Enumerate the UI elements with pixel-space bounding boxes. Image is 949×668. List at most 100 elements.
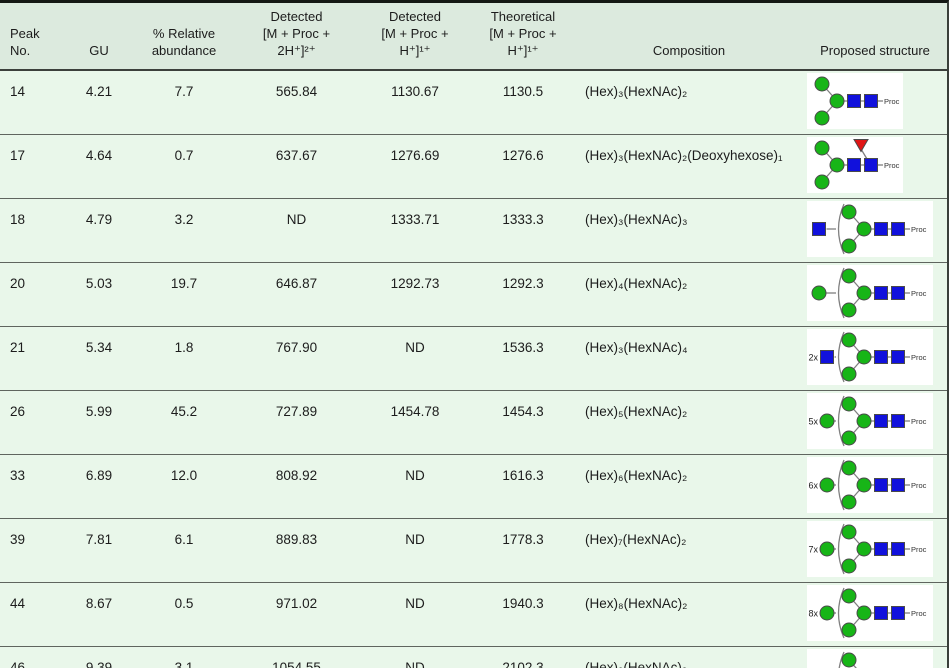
hexose-circle-icon — [856, 541, 872, 557]
unknown-linkage-bracket-icon — [837, 459, 845, 510]
multiplier-label: 2x — [808, 352, 818, 362]
glycan-structure-svg: 2x Proc — [807, 328, 933, 385]
unknown-linkage-bracket-icon — [838, 651, 845, 668]
hexnac-square-icon — [847, 157, 861, 172]
cell-relative-abundance: 7.7 — [134, 69, 234, 135]
cell-relative-abundance: 12.0 — [134, 454, 234, 519]
hexose-circle-icon — [856, 413, 872, 429]
hexnac-square-icon — [864, 93, 878, 108]
cell-peak-no: 44 — [0, 582, 64, 647]
cell-theoretical-1plus: 1333.3 — [471, 198, 575, 263]
hexose-circle-icon — [841, 268, 857, 284]
column-header-composition: Composition — [575, 3, 803, 71]
hexose-circle-icon — [841, 396, 857, 412]
hexose-circle-icon — [841, 622, 857, 638]
cell-relative-abundance: 0.7 — [134, 134, 234, 199]
column-header-peak-no: Peak No. — [0, 3, 64, 71]
cell-theoretical-1plus: 2102.3 — [471, 646, 575, 668]
cell-detected-1plus: 1333.71 — [359, 198, 471, 263]
hexnac-square-icon — [891, 413, 905, 428]
proc-tag-label: Proc — [911, 480, 927, 489]
table-row: 44 8.67 0.5 971.02 ND 1940.3 (Hex)₈(HexN… — [0, 582, 947, 647]
unknown-linkage-bracket-icon — [837, 395, 845, 446]
hexnac-square-icon — [891, 349, 905, 364]
hexose-circle-icon — [841, 558, 857, 574]
cell-composition: (Hex)₄(HexNAc)₂ — [575, 262, 803, 327]
proc-tag-label: Proc — [911, 608, 927, 617]
cell-gu: 6.89 — [64, 454, 134, 519]
hexose-circle-icon — [841, 524, 857, 540]
hexose-circle-icon — [841, 494, 857, 510]
hexose-circle-icon — [841, 652, 857, 668]
glycan-structure: 8x Proc — [807, 584, 933, 644]
hexose-circle-icon — [856, 285, 872, 301]
hexnac-square-icon — [864, 157, 878, 172]
glycan-structure-svg: 9xProc — [807, 648, 933, 668]
cell-gu: 4.79 — [64, 198, 134, 263]
unknown-linkage-bracket-icon — [837, 267, 845, 318]
cell-detected-2plus: 1054.55 — [234, 646, 359, 668]
hexose-circle-icon — [841, 204, 857, 220]
hexnac-square-icon — [891, 605, 905, 620]
cell-theoretical-1plus: 1454.3 — [471, 390, 575, 455]
proc-tag-label: Proc — [911, 416, 927, 425]
cell-composition: (Hex)₅(HexNAc)₂ — [575, 390, 803, 455]
glycan-structure-svg: 5x Proc — [807, 392, 933, 449]
proc-tag-label: Proc — [911, 544, 927, 553]
cell-proposed-structure: 7x Proc — [803, 518, 947, 583]
cell-detected-2plus: 889.83 — [234, 518, 359, 583]
cell-gu: 7.81 — [64, 518, 134, 583]
hexnac-square-icon — [874, 285, 888, 300]
table-row: 17 4.64 0.7 637.67 1276.69 1276.6 (Hex)₃… — [0, 134, 947, 199]
glycan-structure: Proc — [807, 136, 903, 196]
cell-proposed-structure: 2x Proc — [803, 326, 947, 391]
cell-gu: 4.21 — [64, 69, 134, 135]
hexnac-square-icon — [874, 605, 888, 620]
table-row: 18 4.79 3.2 ND 1333.71 1333.3 (Hex)₃(Hex… — [0, 198, 947, 263]
proc-tag-label: Proc — [911, 288, 927, 297]
cell-composition: (Hex)₆(HexNAc)₂ — [575, 454, 803, 519]
hexnac-square-icon — [820, 349, 834, 364]
cell-detected-1plus: 1292.73 — [359, 262, 471, 327]
cell-relative-abundance: 6.1 — [134, 518, 234, 583]
hexnac-square-icon — [847, 93, 861, 108]
cell-peak-no: 39 — [0, 518, 64, 583]
header-row: Peak No. GU % Relative abundance Detecte… — [0, 3, 947, 71]
cell-detected-1plus: ND — [359, 518, 471, 583]
column-header-theoretical-1plus: Theoretical [M + Proc + H⁺]¹⁺ — [471, 3, 575, 71]
hexose-circle-icon — [841, 332, 857, 348]
cell-proposed-structure: Proc — [803, 262, 947, 327]
cell-relative-abundance: 0.5 — [134, 582, 234, 647]
glycan-structure: 5x Proc — [807, 392, 933, 452]
glycan-structure-svg: Proc — [807, 72, 903, 129]
hexose-circle-icon — [819, 477, 835, 493]
hexnac-square-icon — [891, 541, 905, 556]
table-row: 46 9.39 3.1 1054.55 ND 2102.3 (Hex)₉(Hex… — [0, 646, 947, 668]
cell-detected-2plus: 727.89 — [234, 390, 359, 455]
multiplier-label: 5x — [808, 416, 818, 426]
table-row: 39 7.81 6.1 889.83 ND 1778.3 (Hex)₇(HexN… — [0, 518, 947, 583]
hexose-circle-icon — [856, 477, 872, 493]
glycan-structure: 9xProc — [807, 648, 933, 668]
hexose-circle-icon — [829, 93, 845, 109]
column-header-detected-2plus: Detected [M + Proc + 2H⁺]²⁺ — [234, 3, 359, 71]
cell-peak-no: 17 — [0, 134, 64, 199]
hexose-circle-icon — [856, 605, 872, 621]
glycan-structure-svg: Proc — [807, 200, 933, 257]
cell-gu: 9.39 — [64, 646, 134, 668]
glycan-structure-svg: 8x Proc — [807, 584, 933, 641]
hexose-circle-icon — [811, 285, 827, 301]
cell-detected-1plus: 1276.69 — [359, 134, 471, 199]
deoxyhexose-triangle-icon — [853, 138, 869, 153]
hexnac-square-icon — [874, 349, 888, 364]
unknown-linkage-bracket-icon — [837, 203, 845, 254]
cell-relative-abundance: 3.2 — [134, 198, 234, 263]
glycan-structure: Proc — [807, 72, 903, 132]
hexnac-square-icon — [812, 221, 826, 236]
cell-relative-abundance: 3.1 — [134, 646, 234, 668]
hexnac-square-icon — [874, 221, 888, 236]
column-header-gu: GU — [64, 3, 134, 71]
cell-detected-1plus: 1130.67 — [359, 69, 471, 135]
hexose-circle-icon — [841, 460, 857, 476]
unknown-linkage-bracket-icon — [837, 331, 845, 382]
